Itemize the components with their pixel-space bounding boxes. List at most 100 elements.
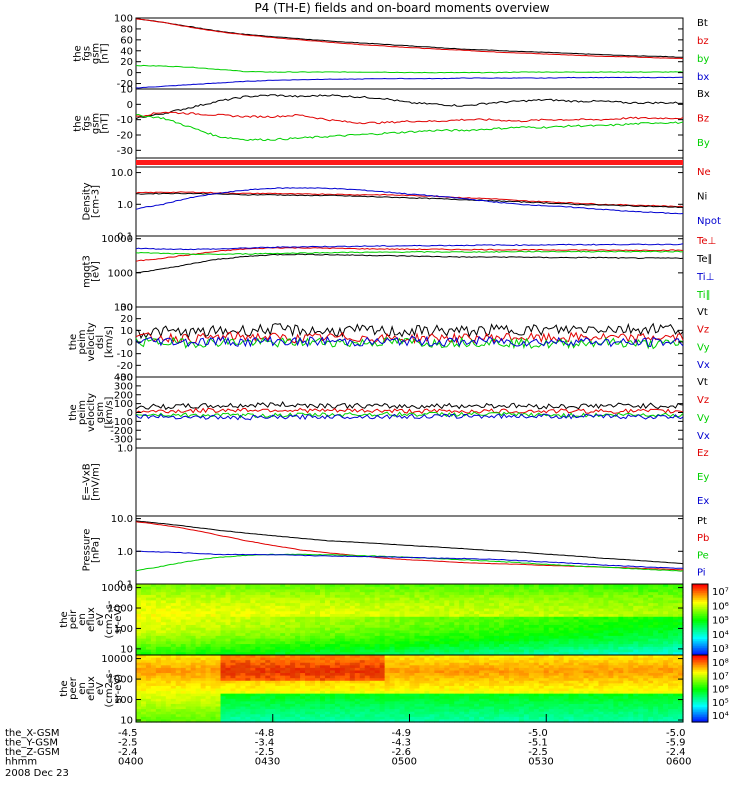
- spectrogram-cell: [528, 611, 535, 615]
- spectrogram-cell: [334, 600, 341, 604]
- spectrogram-cell: [409, 680, 416, 684]
- spectrogram-cell: [394, 608, 401, 612]
- panel-1-ytick-1: 0: [127, 100, 133, 111]
- spectrogram-cell: [394, 670, 401, 674]
- spectrogram-cell: [658, 600, 664, 604]
- spectrogram-cell: [319, 667, 326, 672]
- spectrogram-cell: [280, 633, 286, 637]
- spectrogram-cell: [384, 627, 391, 632]
- spectrogram-cell: [479, 662, 485, 666]
- spectrogram-cell: [165, 698, 172, 702]
- spectrogram-cell: [315, 706, 321, 710]
- spectrogram-cell: [260, 614, 266, 618]
- spectrogram-cell: [285, 649, 291, 653]
- spectrogram-cell: [344, 630, 351, 634]
- spectrogram-cell: [404, 670, 411, 674]
- spectrogram-cell: [474, 709, 480, 713]
- spectrogram-cell: [429, 622, 435, 626]
- spectrogram-cell: [449, 594, 455, 599]
- spectrogram-cell: [503, 649, 510, 653]
- spectrogram-cell: [678, 641, 684, 645]
- spectrogram-cell: [349, 709, 356, 713]
- spectrogram-cell: [568, 584, 575, 588]
- spectrogram-cell: [245, 584, 251, 588]
- spectrogram-cell: [315, 667, 321, 672]
- spectrogram-cell: [150, 678, 157, 682]
- spectrogram-cell: [523, 584, 530, 588]
- spectrogram-cell: [603, 616, 610, 621]
- spectrogram-cell: [533, 652, 540, 656]
- spectrogram-cell: [389, 716, 396, 721]
- spectrogram-cell: [140, 586, 147, 591]
- spectrogram-cell: [305, 691, 311, 695]
- spectrogram-cell: [319, 646, 326, 651]
- spectrogram-cell: [543, 649, 550, 653]
- spectrogram-cell: [409, 711, 416, 715]
- spectrogram-cell: [424, 701, 430, 705]
- spectrogram-cell: [464, 586, 470, 591]
- spectrogram-cell: [633, 633, 639, 637]
- spectrogram-cell: [513, 622, 520, 626]
- spectrogram-cell: [643, 633, 649, 637]
- spectrogram-cell: [344, 584, 351, 588]
- spectrogram-cell: [553, 649, 560, 653]
- spectrogram-cell: [270, 680, 276, 684]
- spectrogram-cell: [165, 688, 172, 692]
- spectrogram-cell: [310, 633, 316, 637]
- spectrogram-cell: [255, 605, 261, 610]
- spectrogram-cell: [479, 675, 485, 679]
- spectrogram-cell: [399, 649, 406, 653]
- spectrogram-cell: [240, 633, 246, 637]
- spectrogram-cell: [623, 644, 629, 648]
- spectrogram-cell: [285, 616, 291, 621]
- spectrogram-cell: [558, 603, 565, 607]
- spectrogram-cell: [414, 597, 421, 601]
- spectrogram-cell: [578, 589, 585, 593]
- spectrogram-cell: [250, 611, 256, 615]
- spectrogram-cell: [300, 716, 306, 721]
- spectrogram-cell: [220, 594, 227, 599]
- spectrogram-cell: [185, 633, 192, 637]
- spectrogram-cell: [265, 589, 271, 593]
- spectrogram-cell: [300, 616, 306, 621]
- panel-6-ytick-6: -200: [110, 426, 133, 437]
- spectrogram-cell: [543, 614, 550, 618]
- spectrogram-cell: [523, 652, 530, 656]
- spectrogram-cell: [200, 719, 207, 723]
- spectrogram-cell: [165, 678, 172, 682]
- spectrogram-cell: [155, 635, 162, 640]
- spectrogram-cell: [344, 678, 351, 682]
- spectrogram-cell: [165, 714, 172, 718]
- spectrogram-cell: [668, 622, 674, 626]
- spectrogram-cell: [484, 657, 490, 661]
- spectrogram-cell: [573, 622, 580, 626]
- spectrogram-cell: [180, 665, 187, 669]
- spectrogram-cell: [578, 608, 585, 612]
- spectrogram-cell: [185, 706, 192, 710]
- spectrogram-cell: [310, 688, 316, 692]
- spectrogram-cell: [295, 594, 301, 599]
- spectrogram-cell: [633, 646, 639, 651]
- spectrogram-cell: [439, 614, 445, 618]
- spectrogram-cell: [245, 638, 251, 642]
- spectrogram-cell: [424, 592, 430, 596]
- spectrogram-cell: [225, 600, 232, 604]
- spectrogram-cell: [145, 589, 152, 593]
- spectrogram-cell: [344, 600, 351, 604]
- spectrogram-cell: [295, 605, 301, 610]
- spectrogram-cell: [155, 673, 162, 677]
- spectrogram-cell: [295, 678, 301, 682]
- spectrogram-cell: [444, 719, 450, 723]
- spectrogram-cell: [300, 644, 306, 648]
- spectrogram-cell: [260, 597, 266, 601]
- spectrogram-cell: [474, 698, 480, 702]
- spectrogram-cell: [668, 594, 674, 599]
- spectrogram-cell: [513, 586, 520, 591]
- spectrogram-cell: [454, 594, 460, 599]
- spectrogram-cell: [359, 688, 366, 692]
- spectrogram-cell: [215, 683, 222, 687]
- spectrogram-cell: [210, 638, 217, 642]
- spectrogram-cell: [503, 594, 510, 599]
- spectrogram-cell: [668, 624, 674, 629]
- spectrogram-cell: [349, 662, 356, 666]
